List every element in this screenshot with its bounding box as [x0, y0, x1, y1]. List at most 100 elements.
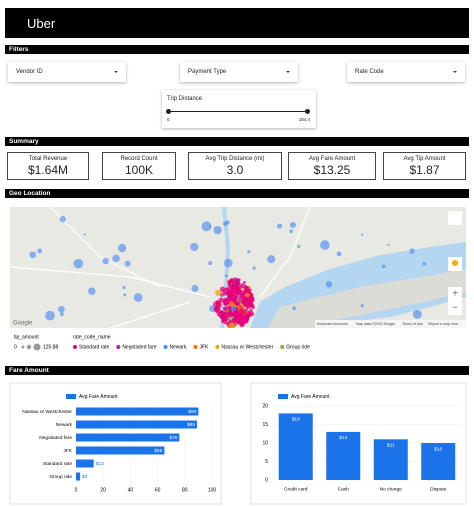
value-label: $3 — [82, 474, 88, 480]
size-swatch — [21, 345, 25, 349]
map-point — [237, 292, 241, 296]
map-point — [412, 309, 422, 319]
map-point — [234, 281, 239, 286]
dropdown[interactable]: Payment Type — [180, 62, 298, 82]
fullscreen-button[interactable] — [448, 211, 462, 225]
dropdown[interactable]: Rate Code — [347, 62, 465, 82]
y-tick-label: 5 — [265, 459, 268, 465]
map-point — [242, 280, 246, 284]
map-attribution[interactable]: Terms of Use — [402, 322, 423, 326]
map-point — [112, 254, 120, 263]
legend-label: Negotiated fare — [122, 344, 156, 350]
category-label: No charge — [380, 486, 402, 492]
x-tick-label: 60 — [155, 487, 161, 493]
dropdown-arrow — [114, 71, 118, 73]
value-label: $90 — [188, 409, 196, 415]
map-point — [250, 304, 255, 308]
map-point — [361, 233, 364, 236]
size-swatch — [33, 343, 41, 351]
map-point — [124, 260, 131, 267]
map-point — [29, 251, 37, 259]
map-point — [242, 298, 250, 306]
map-point — [381, 264, 386, 269]
slider-handle[interactable] — [305, 109, 310, 114]
map-point — [201, 221, 212, 232]
dropdown-label: Rate Code — [355, 69, 384, 75]
map-point — [225, 287, 229, 291]
value-label: $13 — [339, 435, 347, 441]
map-point — [102, 257, 109, 265]
kpi-label: Total Revenue — [28, 156, 68, 162]
map-point — [231, 312, 234, 315]
slider-label: Trip Distance — [167, 96, 203, 102]
legend-swatch — [73, 345, 77, 349]
pegman — [452, 260, 458, 266]
kpi-label: Avg Fare Amount — [308, 156, 356, 162]
kpi-label: Avg Trip Distance (mi) — [205, 156, 265, 162]
slider-min: 0 — [167, 117, 170, 122]
map-point — [244, 312, 251, 319]
slider-max: 184.4 — [298, 117, 310, 122]
size-max: 125.88 — [43, 344, 59, 350]
map-attribution[interactable]: Report a map error — [428, 322, 459, 326]
y-tick-label: 20 — [262, 403, 268, 409]
map-point — [233, 316, 238, 321]
map-point — [325, 281, 333, 288]
bar — [76, 459, 94, 468]
map-point — [409, 248, 415, 254]
legend-label: JFK — [199, 344, 209, 350]
dropdown[interactable]: Vendor ID — [8, 62, 126, 82]
y-tick-label: 10 — [262, 440, 268, 446]
map-attribution[interactable]: Keyboard shortcuts — [317, 322, 348, 326]
map-point — [220, 310, 224, 314]
map-point — [221, 289, 225, 293]
legend-label: Newark — [170, 344, 187, 350]
map-point — [58, 305, 65, 313]
map-point — [73, 258, 84, 269]
slider-handle[interactable] — [166, 109, 171, 114]
map-point — [45, 310, 55, 321]
map-point — [289, 222, 296, 229]
map-point — [241, 316, 245, 320]
chart-card — [9, 382, 222, 505]
x-tick-label: 80 — [182, 487, 188, 493]
map-point — [267, 255, 276, 264]
map-point — [215, 302, 222, 309]
logo: Uber — [27, 16, 56, 31]
map-point — [336, 251, 342, 257]
zoom-control[interactable] — [448, 287, 462, 315]
map[interactable]: + − Google Keyboard shortcuts Map data ©… — [10, 207, 466, 328]
map-point — [252, 266, 256, 270]
kpi-value: $13.25 — [313, 163, 351, 177]
map-point — [213, 225, 222, 235]
map-point — [387, 243, 390, 246]
map-point — [422, 261, 427, 266]
bar — [373, 439, 408, 480]
map-point — [247, 291, 250, 294]
value-label: $18 — [292, 417, 300, 423]
x-tick-label: 20 — [100, 487, 106, 493]
legend-swatch — [278, 394, 288, 399]
kpi-card: Avg Fare Amount $13.25 — [288, 152, 376, 180]
bar — [76, 472, 81, 481]
map-point — [226, 296, 231, 301]
slider-track[interactable] — [168, 111, 308, 112]
legend-swatch — [116, 345, 121, 349]
map-point — [37, 248, 43, 254]
map-legend: tip_amount 0 125.88 rate_code_name Stand… — [14, 334, 310, 351]
dropdown-arrow — [286, 71, 290, 73]
value-label: $89 — [187, 422, 195, 428]
map-point — [243, 319, 248, 324]
map-point — [59, 312, 64, 317]
map-point — [228, 309, 232, 314]
dropdown-arrow — [453, 71, 457, 73]
slider-card: Trip Distance 0 184.4 — [162, 90, 316, 128]
category-label: Negotiated fare — [39, 435, 72, 441]
map-point — [230, 306, 236, 312]
map-island — [268, 269, 466, 328]
section-bar: Filters — [5, 45, 469, 54]
value-label: $76 — [169, 435, 177, 441]
attribution-bar — [315, 320, 466, 328]
map-road — [10, 207, 311, 328]
